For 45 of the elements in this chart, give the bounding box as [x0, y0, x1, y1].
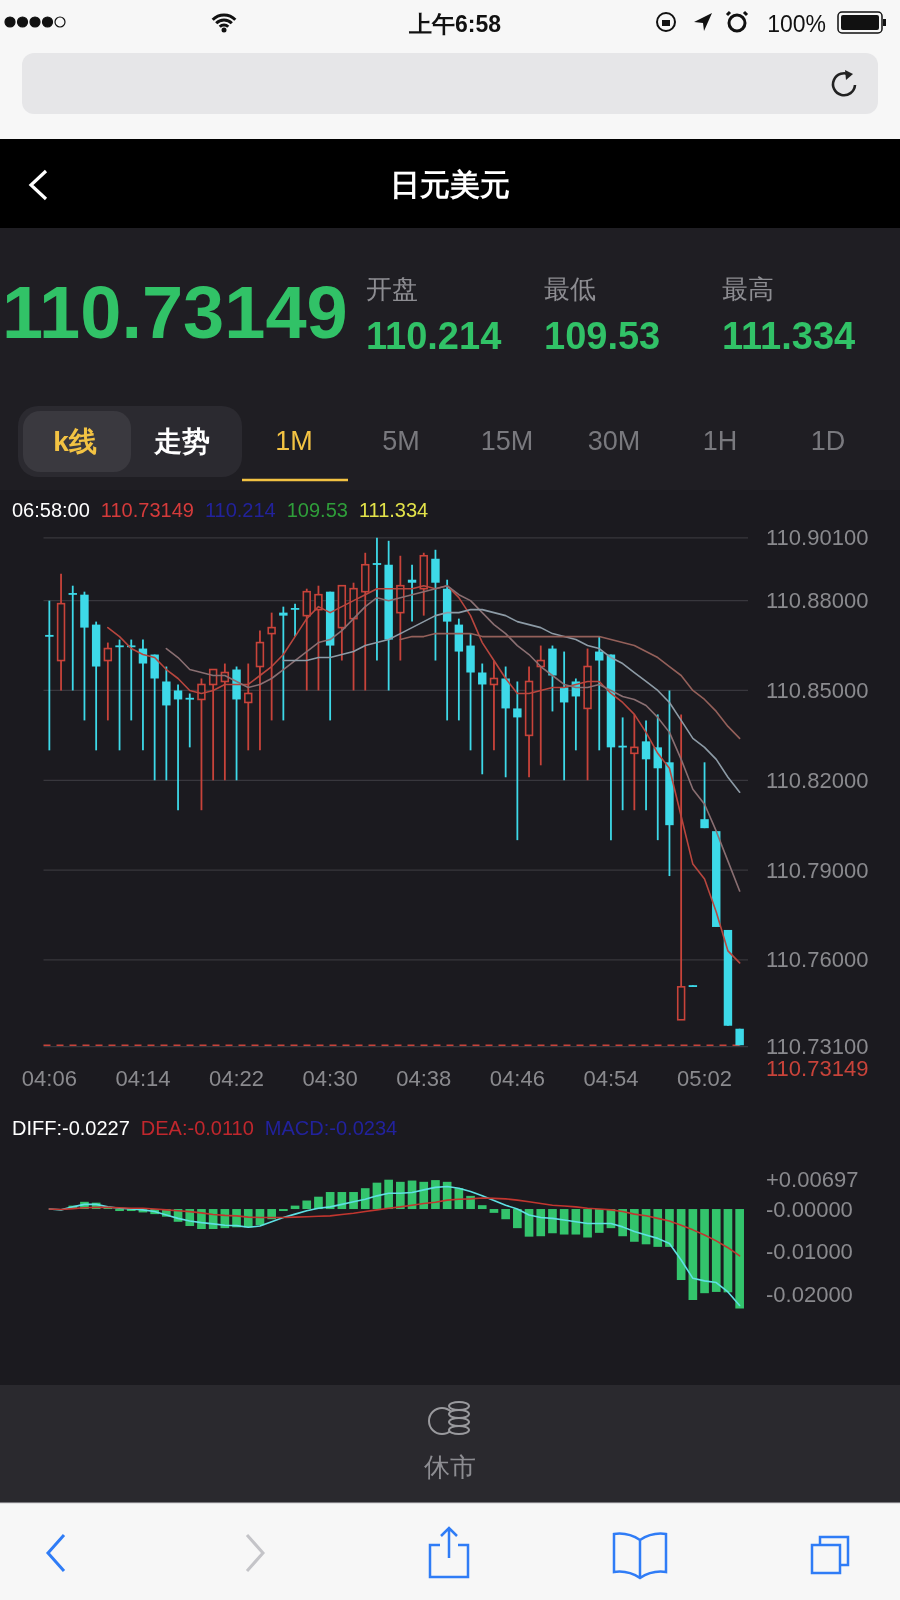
text: 1H: [702, 426, 738, 456]
text: 109.53: [544, 315, 661, 357]
text: 1M: [275, 426, 313, 456]
text: 走势: [153, 425, 210, 457]
text: 06:58:00: [12, 499, 90, 521]
text: 5M: [382, 426, 420, 456]
x-tick-label: 04:54: [583, 1065, 639, 1091]
text: 1D: [810, 426, 846, 456]
x-tick-label: 04:22: [209, 1065, 265, 1091]
text: 上午6:58: [407, 11, 502, 37]
text: 109.53: [286, 499, 348, 521]
text: 最高: [722, 274, 774, 304]
x-tick-label: 04:30: [302, 1065, 358, 1091]
text: 111.334: [358, 499, 429, 521]
x-tick-label: 04:06: [21, 1065, 77, 1091]
x-tick-label: 04:46: [489, 1065, 545, 1091]
y-tick-label: 110.82000: [766, 767, 869, 793]
text: 110.73149: [100, 499, 194, 521]
text: k线: [53, 425, 97, 457]
y-tick-label: 110.88000: [766, 588, 869, 614]
y-tick-label: 110.85000: [766, 677, 869, 703]
y-tick-label: -0.01000: [766, 1239, 853, 1265]
text: DEA:-0.0110: [140, 1117, 254, 1139]
y-tick-label: -0.02000: [766, 1281, 853, 1307]
text: 休市: [424, 1452, 476, 1482]
x-tick-label: 04:38: [396, 1065, 452, 1091]
text: 最低: [544, 274, 596, 304]
text: 100%: [767, 11, 826, 37]
y-tick-label: 110.76000: [766, 947, 869, 973]
text: 110.73149: [2, 270, 348, 354]
y-tick-label: 110.90100: [766, 525, 869, 551]
text: DIFF:-0.0227: [12, 1117, 130, 1139]
y-tick-label: +0.00697: [766, 1166, 859, 1192]
text: MACD:-0.0234: [264, 1117, 398, 1139]
y-tick-label: -0.00000: [766, 1196, 853, 1222]
y-tick-label: 110.79000: [766, 857, 869, 883]
text: 日元美元: [390, 167, 510, 201]
x-tick-label: 05:02: [677, 1065, 733, 1091]
text: 30M: [587, 426, 641, 456]
x-tick-label: 04:14: [115, 1065, 171, 1091]
text: 15M: [480, 426, 534, 456]
text: 111.334: [722, 315, 856, 357]
text: 110.214: [366, 315, 502, 357]
text: 110.214: [204, 499, 276, 521]
text: 开盘: [366, 274, 418, 304]
